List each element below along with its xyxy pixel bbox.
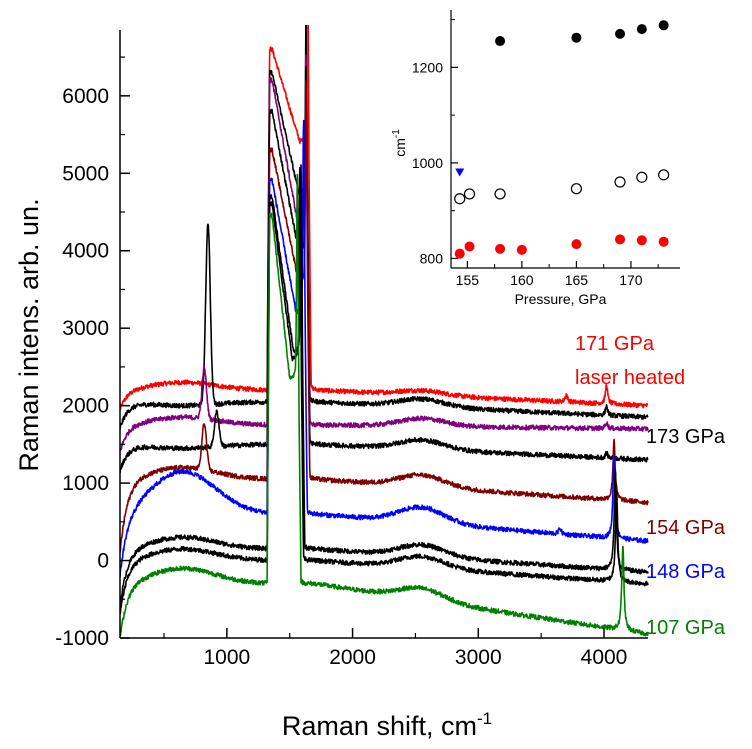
x-tick-label: 1000 [203, 646, 250, 669]
inset-y-tick-label: 1000 [412, 155, 443, 171]
inset-x-tick-label: 155 [456, 272, 480, 288]
inset-point-series-3 [636, 235, 647, 246]
inset-point-series-2 [614, 176, 626, 188]
spectrum-line-3 [120, 54, 649, 452]
inset-point-series-2 [454, 193, 466, 205]
spectrum-line-6 [120, 119, 649, 578]
y-axis-title: Raman intens. arb. un. [14, 198, 44, 471]
series-label: 154 GPa [646, 517, 726, 539]
inset-x-tick-label: 160 [510, 272, 534, 288]
inset-point-series-3 [516, 244, 527, 255]
main-plot [120, 25, 649, 637]
inset-y-tick-label: 1200 [412, 59, 443, 75]
inset-point-series-1 [495, 36, 506, 47]
inset-point-series-1 [571, 32, 582, 43]
inset-x-title: Pressure, GPa [515, 291, 607, 307]
inset-point-series-2 [463, 188, 476, 200]
y-tick-label: 3000 [62, 317, 109, 340]
spectrum-line-8 [120, 166, 649, 615]
x-tick-label: 2000 [329, 646, 376, 669]
inset-point-series-2 [658, 169, 670, 181]
inset-point-series-3 [495, 243, 506, 254]
series-label: 171 GPa [575, 333, 655, 355]
main-axes: -1000 0 1000 2000 3000 4000 5000 6000 1000 2000 30… [55, 30, 648, 669]
inset-point-series-1 [658, 20, 669, 31]
y-tick-label: 6000 [62, 85, 109, 108]
spectrum-line-2 [120, 25, 649, 430]
x-tick-label: 3000 [455, 646, 502, 669]
series-label: laser heated [575, 367, 685, 389]
inset-point-series-2 [570, 183, 583, 195]
inset-point-series-4 [455, 168, 465, 177]
spectrum-line-4 [120, 66, 649, 474]
inset-point-series-2 [494, 188, 506, 200]
inset-point-series-3 [615, 234, 626, 245]
spectrum-line-1 [120, 25, 649, 411]
inset-point-series-3 [571, 239, 582, 250]
inset-point-series-1 [615, 28, 626, 39]
series-labels: 171 GPa laser heated 173 GPa 154 GPa 148 GPa… [575, 333, 726, 639]
y-tick-label: 4000 [62, 240, 109, 263]
spectrum-line-5 [120, 80, 649, 553]
series-label: 107 GPa [646, 617, 726, 639]
inset-plot: 800 1000 1200 155 160 165 170 Pressure, GPa cm-1 [391, 10, 680, 307]
inset-point-series-1 [636, 24, 647, 35]
y-tick-label: -1000 [55, 627, 109, 650]
inset-x-tick-label: 170 [619, 272, 643, 288]
series-label: 148 GPa [646, 561, 726, 583]
spectrum-line-7 [120, 164, 649, 607]
y-tick-label: 0 [97, 550, 109, 573]
inset-y-title: cm-1 [391, 129, 408, 157]
x-axis-title: Raman shift, cm-1 [282, 709, 492, 741]
inset-x-tick-label: 165 [565, 272, 589, 288]
inset-y-tick-label: 800 [420, 250, 444, 266]
y-tick-label: 5000 [62, 162, 109, 185]
inset-point-series-3 [464, 241, 475, 252]
inset-point-series-3 [454, 248, 465, 259]
y-tick-label: 2000 [62, 395, 109, 418]
series-label: 173 GPa [646, 426, 726, 448]
inset-point-series-3 [658, 236, 669, 247]
inset-point-series-2 [636, 171, 648, 183]
y-tick-label: 1000 [62, 472, 109, 495]
x-tick-label: 4000 [581, 646, 628, 669]
spectrum-line-9 [120, 173, 649, 637]
